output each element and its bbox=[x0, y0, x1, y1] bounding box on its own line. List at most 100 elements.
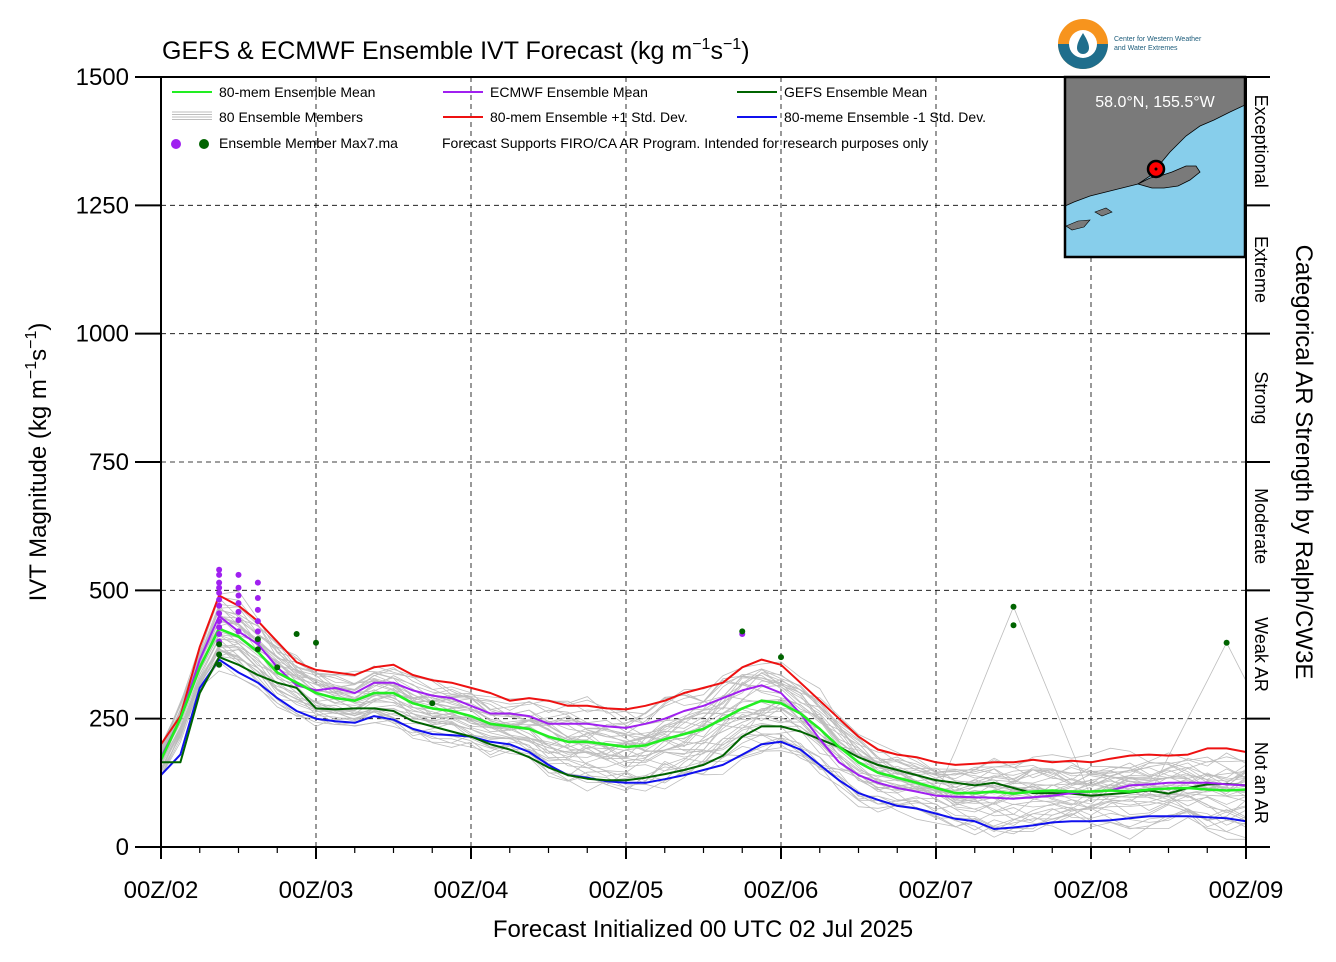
ecmwf-max-point bbox=[235, 617, 242, 624]
series-line bbox=[160, 615, 1247, 800]
gefs-max-point bbox=[254, 636, 261, 643]
ensemble-member-line bbox=[160, 620, 1247, 793]
cw3e-logo: Center for Western Weather and Water Ext… bbox=[1058, 19, 1202, 69]
ecmwf-max-point bbox=[216, 602, 223, 609]
legend-label-ens-mean: 80-mem Ensemble Mean bbox=[219, 84, 375, 100]
legend-label-members: 80 Ensemble Members bbox=[219, 109, 363, 125]
gefs-max-point bbox=[293, 630, 300, 637]
category-label: Weak AR bbox=[1251, 617, 1271, 692]
ecmwf-max-point bbox=[254, 618, 261, 625]
ecmwf-max-point bbox=[216, 589, 223, 596]
y-axis: 0 250 500 750 1000 1250 1500 bbox=[76, 64, 161, 861]
ensemble-member-line bbox=[160, 641, 1247, 800]
x-axis-label: Forecast Initialized 00 UTC 02 Jul 2025 bbox=[493, 916, 913, 943]
y-axis-label: IVT Magnitude (kg m−1s−1) bbox=[23, 323, 52, 602]
legend-label-plus-sd: 80-mem Ensemble +1 Std. Dev. bbox=[490, 109, 688, 125]
ensemble-member-line bbox=[160, 661, 1247, 839]
y-tick-label: 500 bbox=[89, 577, 129, 604]
ensemble-member-line bbox=[160, 655, 1247, 813]
legend-dot-ecmwf bbox=[171, 139, 181, 149]
ensemble-member-line bbox=[160, 648, 1247, 833]
max-points bbox=[216, 566, 1230, 707]
y-tick-label: 750 bbox=[89, 449, 129, 476]
gefs-max-point bbox=[429, 700, 436, 707]
category-label: Strong bbox=[1251, 371, 1271, 424]
gefs-max-point bbox=[1010, 603, 1017, 610]
gefs-max-point bbox=[216, 641, 223, 648]
right-axis-label: Categorical AR Strength by Ralph/CW3E bbox=[1290, 245, 1317, 680]
location-map-inset: 58.0°N, 155.5°W bbox=[1063, 75, 1247, 259]
category-label: Moderate bbox=[1251, 488, 1271, 564]
gefs-max-point bbox=[1223, 639, 1230, 646]
ecmwf-max-point bbox=[235, 628, 242, 635]
y-tick-label: 1000 bbox=[76, 321, 129, 348]
x-tick-label: 00Z/02 bbox=[124, 877, 199, 904]
x-tick-label: 00Z/08 bbox=[1054, 877, 1129, 904]
ecmwf-max-point bbox=[216, 624, 223, 631]
ecmwf-max-point bbox=[254, 595, 261, 602]
ecmwf-max-point bbox=[216, 584, 223, 591]
x-tick-label: 00Z/04 bbox=[434, 877, 509, 904]
ecmwf-max-point bbox=[216, 566, 223, 573]
y-tick-label: 0 bbox=[116, 834, 129, 861]
x-axis: 00Z/02 00Z/03 00Z/04 00Z/05 00Z/06 00Z/07 00Z/… bbox=[124, 847, 1284, 904]
chart-title: GEFS & ECMWF Ensemble IVT Forecast (kg m… bbox=[162, 36, 750, 65]
y-tick-label: 1250 bbox=[76, 192, 129, 219]
y-tick-label: 250 bbox=[89, 706, 129, 733]
ecmwf-max-point bbox=[235, 592, 242, 599]
gefs-max-point bbox=[216, 661, 223, 668]
ecmwf-max-point bbox=[254, 606, 261, 613]
ecmwf-max-point bbox=[235, 584, 242, 591]
x-tick-label: 00Z/07 bbox=[899, 877, 974, 904]
x-tick-label: 00Z/03 bbox=[279, 877, 354, 904]
ensemble-member-lines bbox=[160, 590, 1247, 840]
category-label: Exceptional bbox=[1251, 95, 1271, 188]
ecmwf-max-point bbox=[216, 579, 223, 586]
ensemble-member-line bbox=[160, 616, 1247, 785]
legend-dot-gefs bbox=[199, 139, 209, 149]
logo-text-line2: and Water Extremes bbox=[1114, 45, 1178, 52]
x-tick-label: 00Z/06 bbox=[744, 877, 819, 904]
map-island bbox=[1065, 219, 1091, 231]
gefs-max-point bbox=[739, 628, 746, 635]
logo-text-line1: Center for Western Weather bbox=[1114, 36, 1202, 43]
ecmwf-max-point bbox=[235, 600, 242, 607]
gefs-max-point bbox=[1010, 622, 1017, 629]
legend-swatch-members bbox=[172, 111, 212, 120]
ecmwf-max-point bbox=[254, 579, 261, 586]
gefs-max-point bbox=[254, 646, 261, 653]
ensemble-member-line bbox=[160, 614, 1247, 793]
category-axis: Not an AR Weak AR Moderate Strong Extreme Exc… bbox=[1246, 76, 1271, 848]
ecmwf-max-point bbox=[235, 571, 242, 578]
ecmwf-max-point bbox=[216, 571, 223, 578]
ecmwf-max-point bbox=[216, 630, 223, 637]
category-label: Extreme bbox=[1251, 236, 1271, 303]
legend-label-max-points: Ensemble Member Max7.ma bbox=[219, 135, 398, 151]
ensemble-member-line bbox=[160, 609, 1247, 788]
footer-note: Forecast Supports FIRO/CA AR Program. In… bbox=[442, 135, 928, 151]
ecmwf-max-point bbox=[254, 628, 261, 635]
ensemble-member-line bbox=[160, 634, 1247, 806]
y-tick-label: 1500 bbox=[76, 64, 129, 91]
x-tick-label: 00Z/05 bbox=[589, 877, 664, 904]
ecmwf-max-point bbox=[216, 596, 223, 603]
ecmwf-max-point bbox=[216, 610, 223, 617]
series-line bbox=[160, 658, 1247, 830]
series-line bbox=[159, 627, 1247, 795]
water-drop-icon bbox=[1077, 33, 1089, 54]
x-tick-label: 00Z/09 bbox=[1209, 877, 1284, 904]
ensemble-member-line bbox=[160, 647, 1247, 835]
ecmwf-max-point bbox=[216, 618, 223, 625]
legend: 80-mem Ensemble Mean ECMWF Ensemble Mean… bbox=[171, 84, 986, 151]
ensemble-member-line bbox=[160, 638, 1247, 833]
gefs-max-point bbox=[274, 664, 281, 671]
ensemble-member-line bbox=[160, 619, 1247, 782]
series-line bbox=[160, 594, 1247, 766]
ensemble-member-line bbox=[160, 643, 1247, 836]
legend-label-gefs-mean: GEFS Ensemble Mean bbox=[784, 84, 927, 100]
category-label: Not an AR bbox=[1251, 742, 1271, 824]
map-island-2 bbox=[1094, 207, 1113, 217]
series-lines bbox=[159, 594, 1247, 830]
map-location-label: 58.0°N, 155.5°W bbox=[1095, 94, 1215, 111]
